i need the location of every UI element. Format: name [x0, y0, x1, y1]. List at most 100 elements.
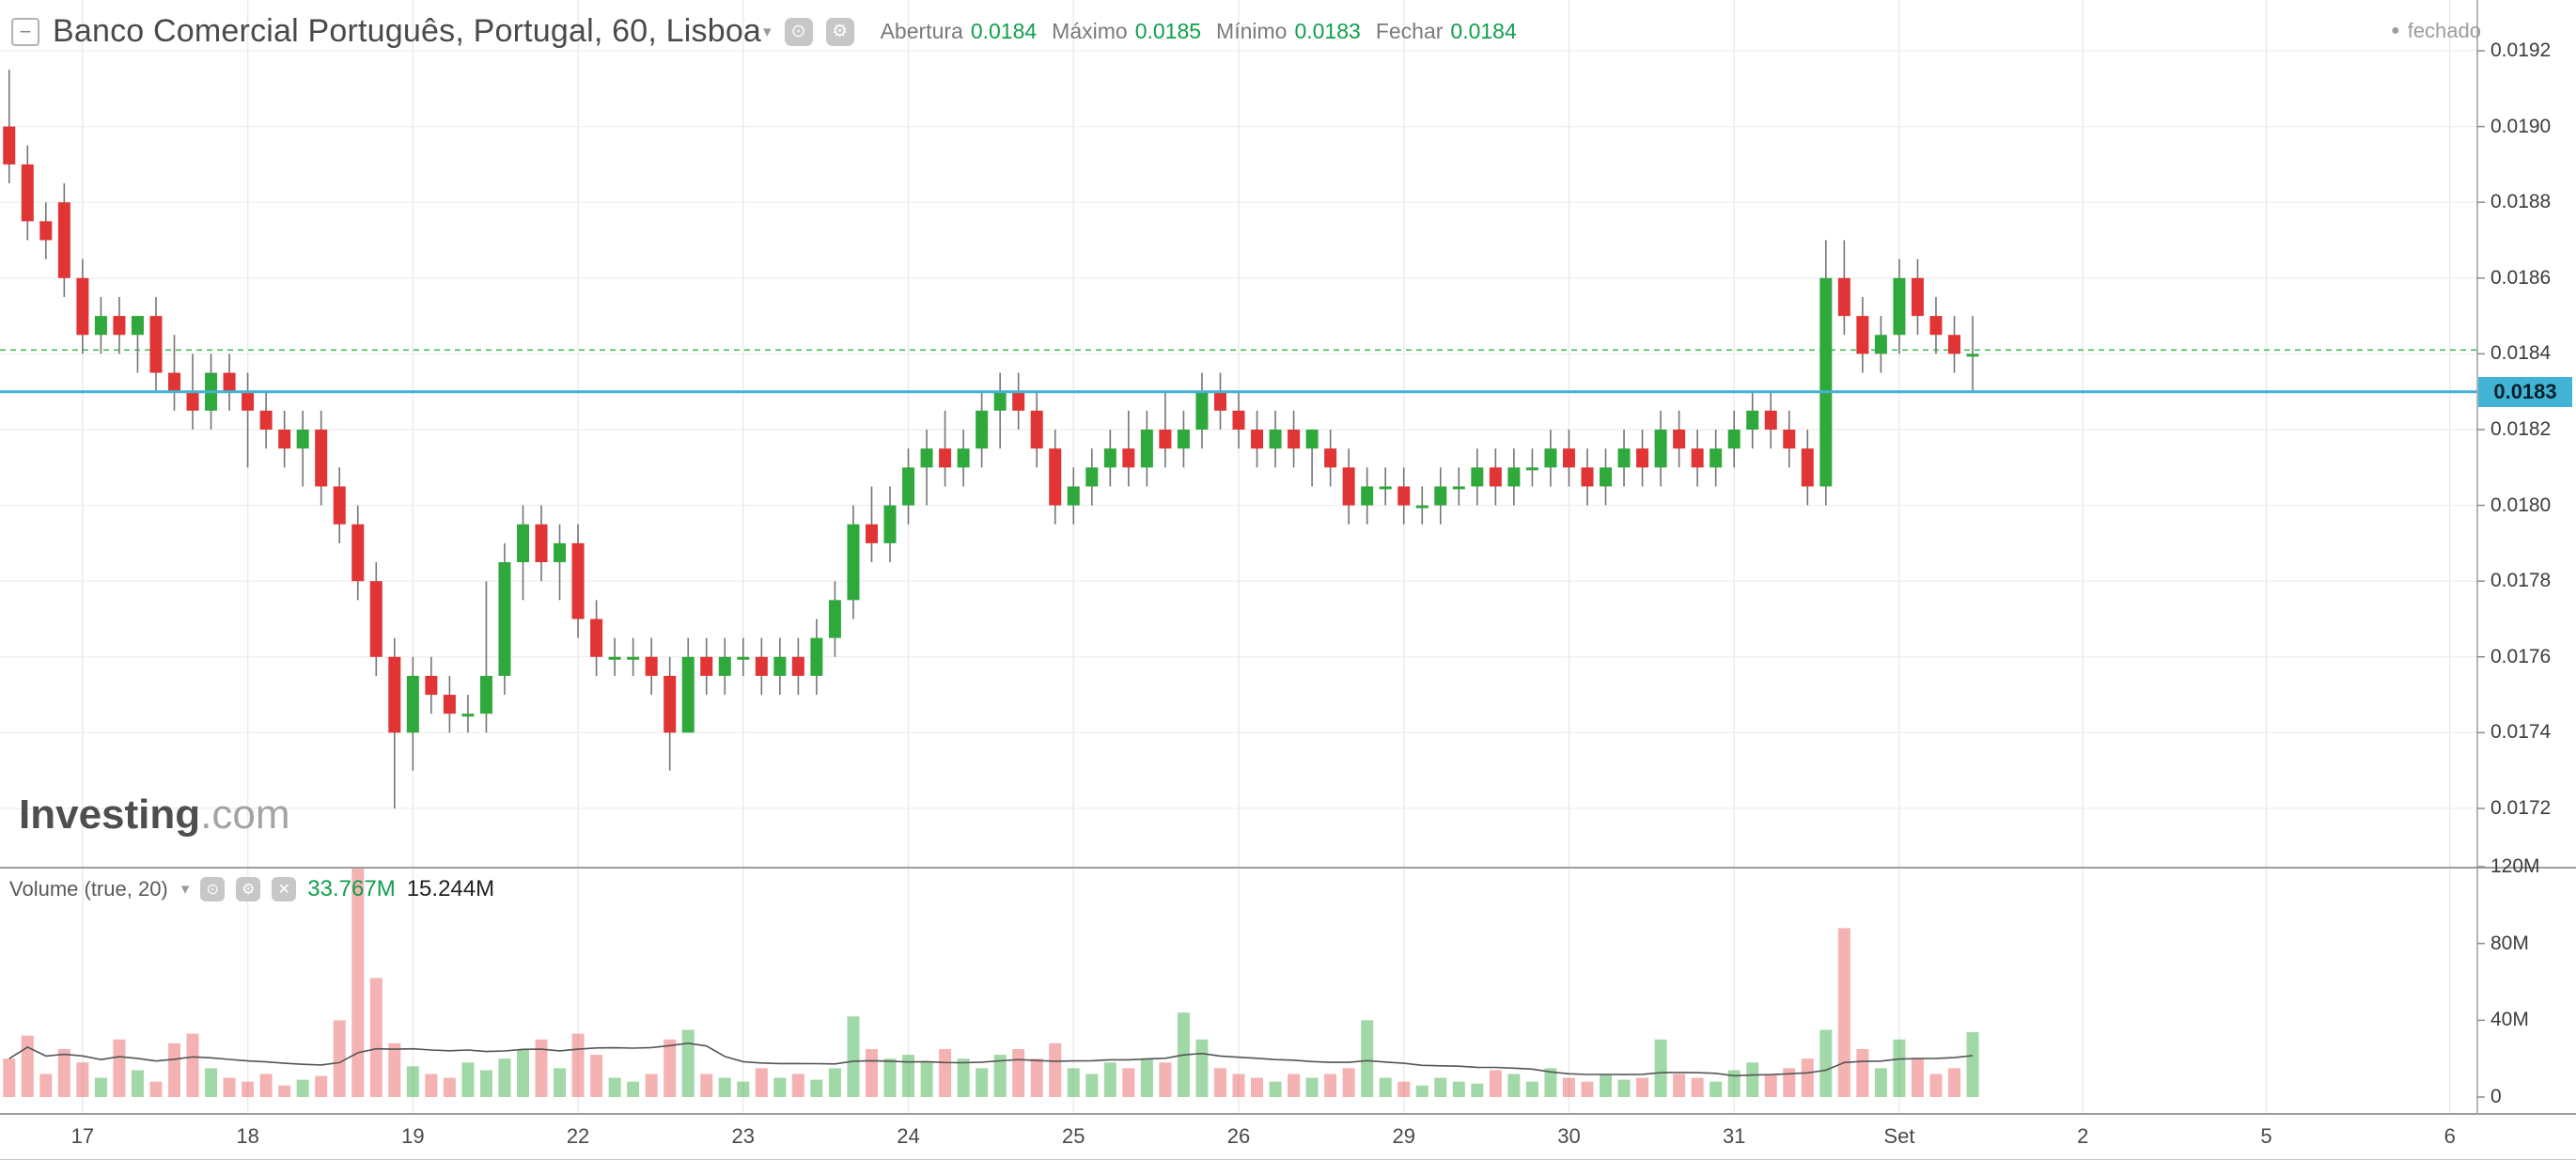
candle-up	[627, 656, 640, 660]
candle-up	[1710, 448, 1723, 468]
candle-down	[388, 656, 401, 733]
candle-down	[1948, 335, 1961, 354]
candle-up	[773, 656, 787, 676]
volume-indicator-label[interactable]: Volume (true, 20)	[9, 877, 168, 901]
close-value: 0.0184	[1450, 19, 1517, 43]
volume-bar	[1710, 1081, 1723, 1097]
volume-bar	[535, 1039, 548, 1097]
last-price-badge: 0.0183	[2478, 376, 2572, 407]
volume-bar	[755, 1068, 768, 1097]
candle-up	[1819, 277, 1833, 487]
volume-bar	[315, 1075, 328, 1097]
volume-bar	[1507, 1074, 1521, 1097]
price-axis[interactable]	[2477, 0, 2576, 1114]
volume-bar	[113, 1039, 126, 1097]
volume-bar	[1342, 1068, 1355, 1097]
candle-up	[883, 505, 897, 543]
candle-down	[1288, 430, 1301, 449]
ohlc-open: Abertura 0.0184	[880, 19, 1038, 43]
open-value: 0.0184	[970, 19, 1038, 43]
volume-bar	[1727, 1070, 1741, 1097]
candle-down	[1856, 316, 1869, 354]
volume-bar	[1764, 1074, 1777, 1097]
volume-header: Volume (true, 20) ▾ ⊙ ⚙ ✕ 33.767M 15.244…	[9, 876, 494, 902]
candle-up	[1654, 430, 1667, 468]
candle-up	[902, 467, 915, 506]
candle-down	[351, 524, 365, 582]
volume-bar	[554, 1068, 567, 1097]
volume-bar	[718, 1077, 731, 1097]
volume-bar	[590, 1055, 603, 1097]
volume-bar	[94, 1077, 107, 1097]
candle-up	[718, 656, 731, 676]
candle-down	[1837, 277, 1850, 317]
volume-bar	[76, 1062, 89, 1097]
time-axis[interactable]	[0, 1114, 2576, 1159]
candle-down	[333, 486, 346, 525]
ohlc-legend: Abertura 0.0184 Máximo 0.0185 Mínimo 0.0…	[881, 19, 1517, 44]
candle-down	[3, 126, 16, 165]
candle-up	[1379, 486, 1392, 490]
volume-bar	[791, 1074, 804, 1097]
candle-up	[1177, 430, 1190, 449]
volume-bar	[773, 1077, 787, 1097]
ohlc-low: Mínimo 0.0183	[1216, 19, 1361, 43]
volume-bar	[1159, 1062, 1172, 1097]
volume-bar	[1562, 1077, 1575, 1097]
candle-down	[1783, 430, 1796, 449]
volume-bar	[810, 1079, 823, 1097]
candle-down	[315, 430, 328, 487]
volume-bar	[167, 1042, 180, 1097]
candle-up	[461, 713, 475, 717]
candle-down	[1562, 448, 1575, 468]
volume-bar	[1361, 1020, 1374, 1097]
candle-down	[1049, 448, 1062, 506]
gear-icon[interactable]: ⚙	[825, 17, 854, 46]
candle-up	[406, 675, 419, 733]
collapse-pane-button[interactable]: −	[11, 17, 39, 46]
volume-bar	[681, 1029, 695, 1097]
candle-down	[443, 695, 456, 714]
volume-bar	[1324, 1074, 1337, 1097]
volume-bar	[1232, 1074, 1245, 1097]
candle-up	[498, 562, 511, 676]
volume-bar	[1288, 1074, 1301, 1097]
candle-up	[1415, 505, 1429, 509]
candle-down	[1324, 448, 1337, 468]
candle-down	[1636, 448, 1649, 468]
volume-bar	[1122, 1068, 1135, 1097]
candle-up	[1874, 335, 1887, 354]
volume-bar	[406, 1066, 419, 1097]
close-icon[interactable]: ✕	[272, 877, 297, 901]
volume-bar	[902, 1055, 915, 1097]
candle-up	[1507, 467, 1521, 487]
volume-bar	[645, 1074, 658, 1097]
candle-up	[94, 316, 107, 336]
candle-up	[976, 410, 989, 449]
volume-bar	[976, 1068, 989, 1097]
indicator-visibility-icon[interactable]: ⊙	[784, 17, 813, 46]
indicator-visibility-icon[interactable]: ⊙	[200, 877, 226, 901]
volume-bar	[1251, 1077, 1264, 1097]
candle-up	[828, 600, 841, 638]
candle-down	[535, 524, 548, 563]
candle-down	[1801, 448, 1814, 487]
volume-bar	[865, 1048, 878, 1097]
volume-bar	[993, 1055, 1007, 1097]
candle-up	[810, 637, 823, 676]
volume-bar	[186, 1033, 199, 1097]
candle-down	[1673, 430, 1686, 449]
volume-bar	[1654, 1039, 1667, 1097]
candle-down	[939, 448, 952, 468]
candle-down	[39, 221, 53, 241]
volume-bar	[149, 1081, 163, 1097]
volume-bar	[1673, 1074, 1686, 1097]
volume-bar	[627, 1081, 640, 1097]
volume-ma-line	[8, 1042, 1974, 1077]
candle-up	[1195, 391, 1209, 430]
gear-icon[interactable]: ⚙	[236, 877, 261, 901]
high-value: 0.0185	[1134, 19, 1202, 43]
symbol-title[interactable]: Banco Comercial Português, Portugal, 60,…	[53, 13, 772, 50]
volume-bar	[1067, 1068, 1080, 1097]
